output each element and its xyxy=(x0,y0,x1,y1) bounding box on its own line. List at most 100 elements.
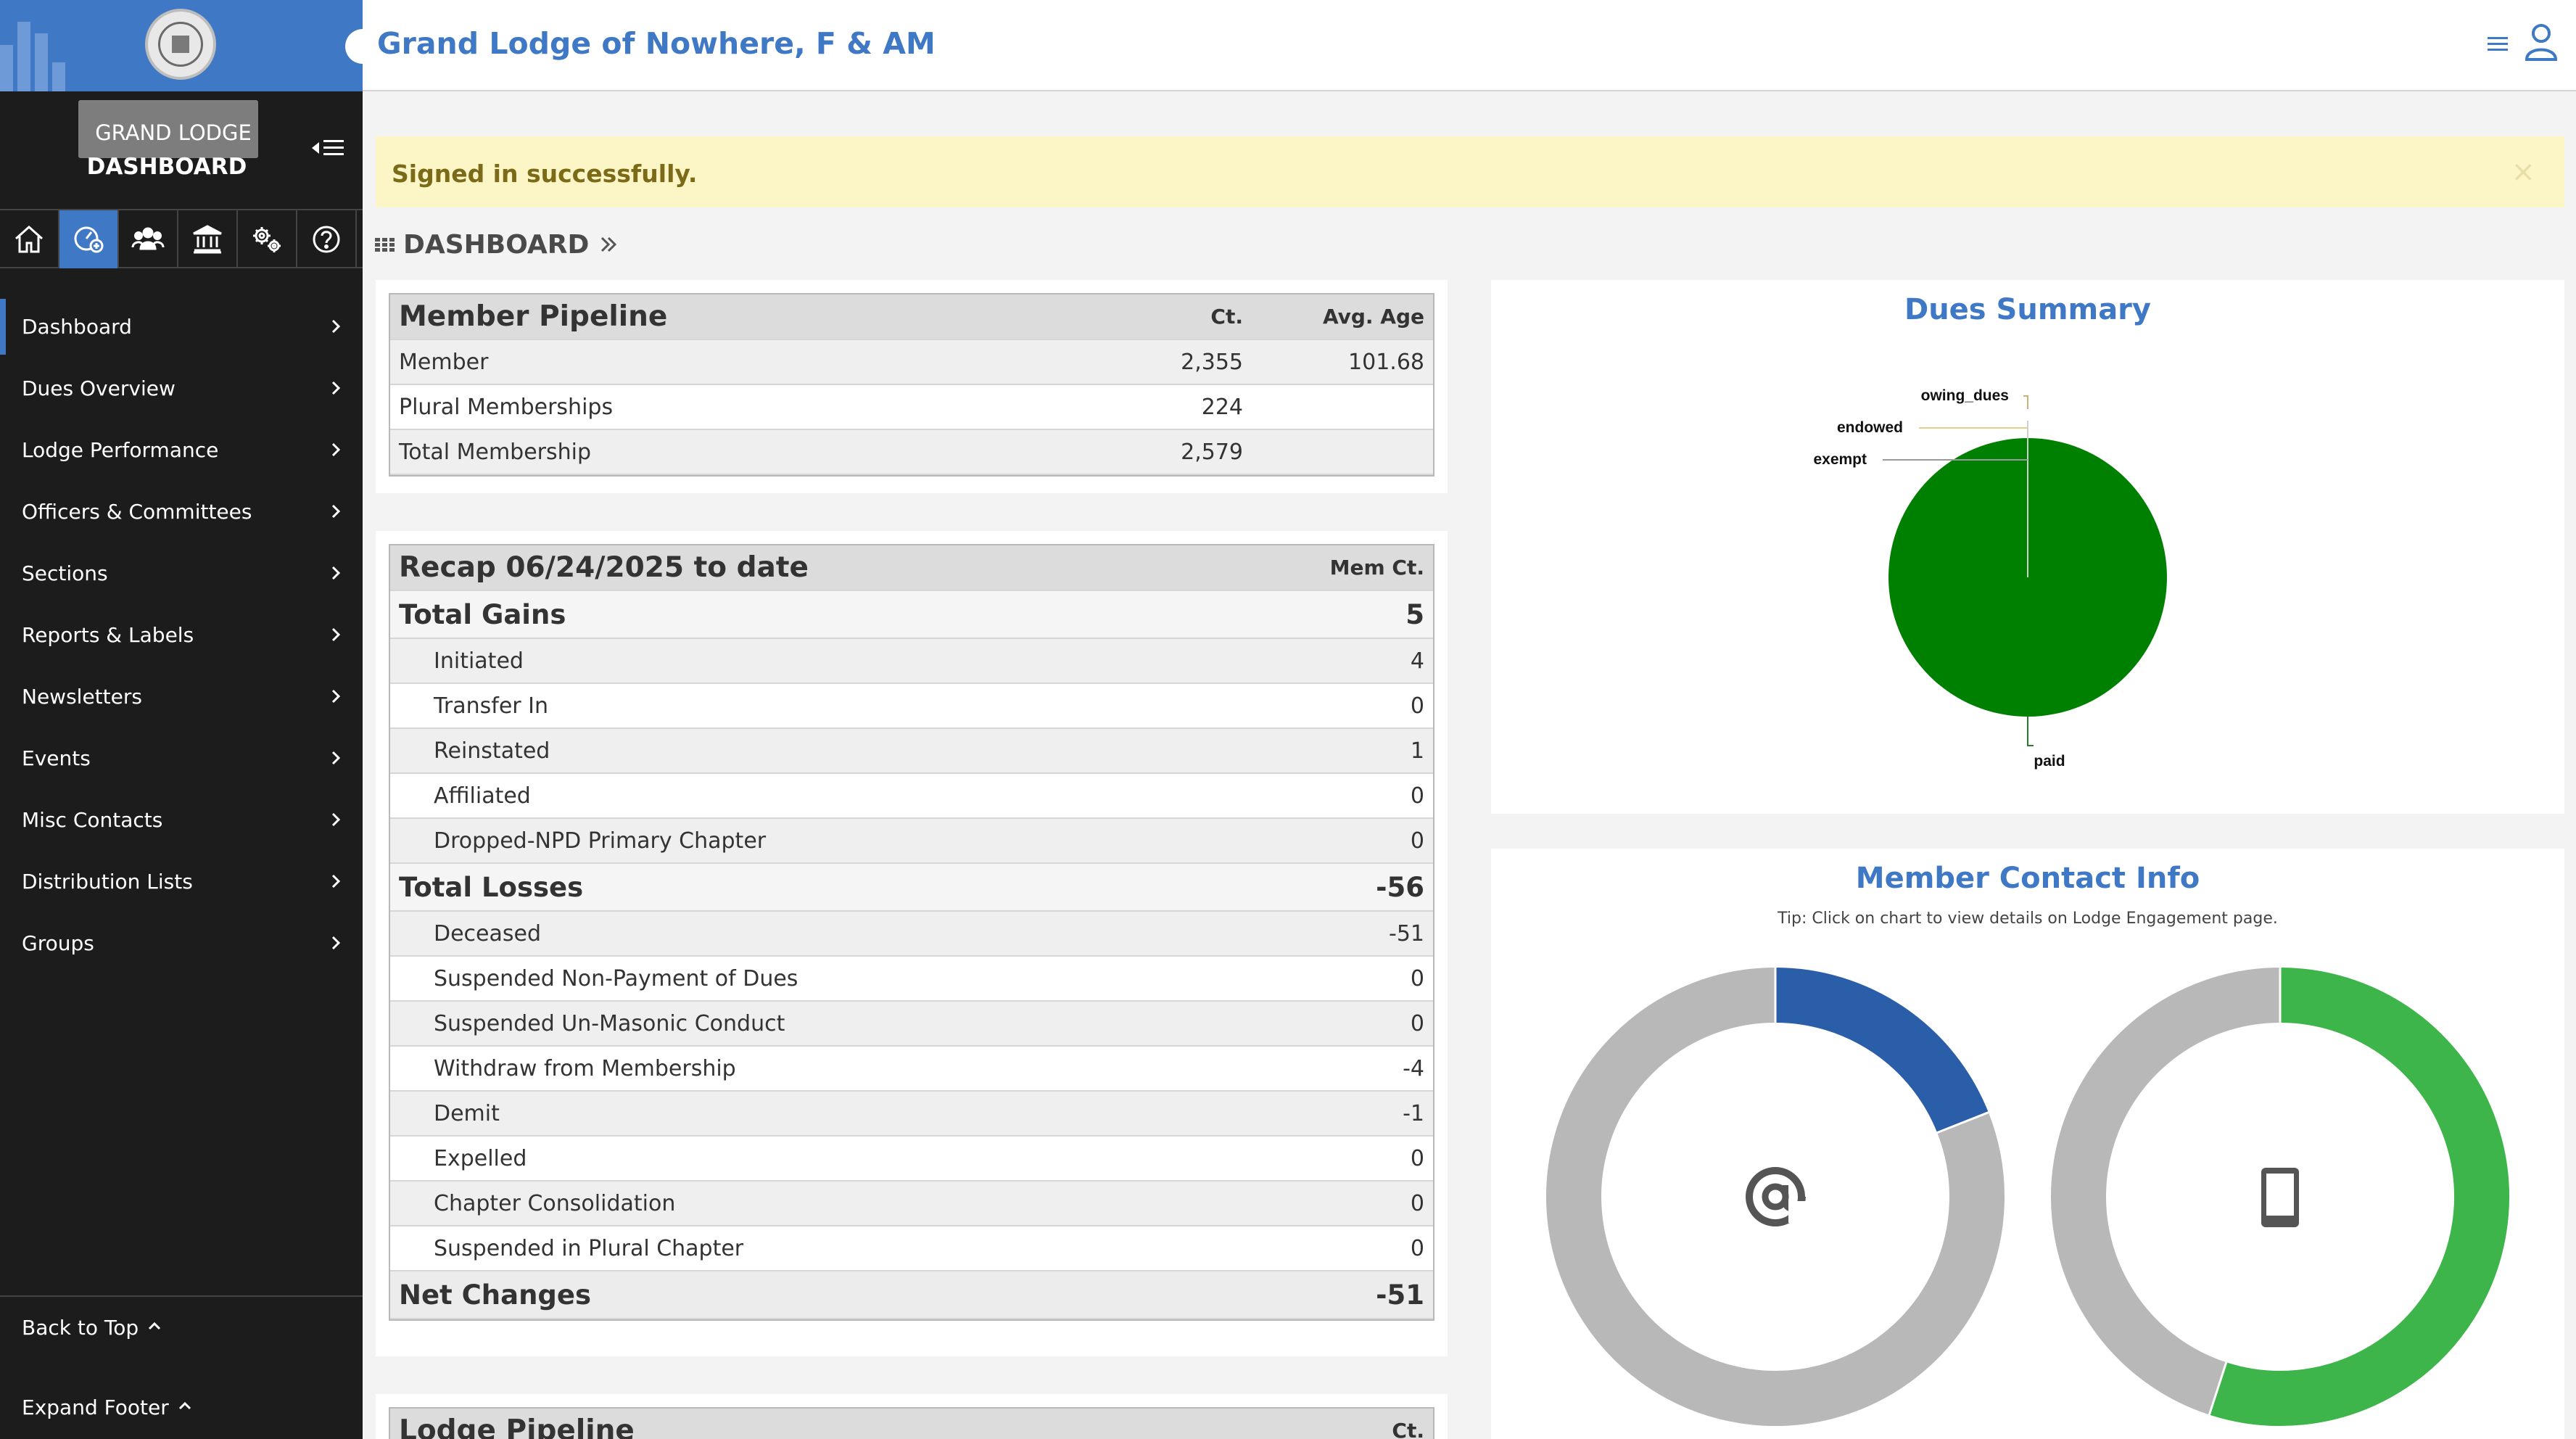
table-row: Member 2,355 101.68 xyxy=(390,339,1433,385)
pie-label-endowed: endowed xyxy=(1837,419,1903,436)
double-chevron-right-icon[interactable] xyxy=(596,232,621,257)
members-tab[interactable] xyxy=(119,210,178,268)
row-value: 0 xyxy=(1215,818,1433,864)
pie-leaders xyxy=(1883,395,2034,746)
help-tab[interactable] xyxy=(297,210,357,268)
donut-value-arc[interactable] xyxy=(1775,968,1989,1134)
donut-remainder-arc[interactable] xyxy=(1546,968,2005,1426)
back-to-top-link[interactable]: Back to Top xyxy=(22,1316,164,1340)
chevron-right-icon xyxy=(325,870,347,892)
sidebar-item-newsletters[interactable]: Newsletters xyxy=(0,666,363,727)
chart-title: Member Contact Info xyxy=(1855,862,2200,895)
sidebar-item-reports-labels[interactable]: Reports & Labels xyxy=(0,604,363,666)
app-title[interactable]: Grand Lodge of Nowhere, F & AM xyxy=(377,26,936,61)
institution-building-icon xyxy=(193,225,222,254)
logo-area xyxy=(0,0,363,91)
grand-lodge-seal-logo[interactable] xyxy=(145,9,216,80)
row-label: Reinstated xyxy=(390,728,1215,774)
user-profile-icon[interactable] xyxy=(2522,20,2560,62)
top-header: Grand Lodge of Nowhere, F & AM xyxy=(345,0,2576,91)
people-group-icon xyxy=(131,227,165,250)
column-header: Avg. Age xyxy=(1252,294,1433,340)
hamburger-menu-icon[interactable] xyxy=(2483,29,2512,58)
member-contact-panel: Member Contact Info Tip: Click on chart … xyxy=(1491,849,2564,1439)
sidebar-icon-tabs xyxy=(0,209,363,268)
row-label: Demit xyxy=(390,1091,1215,1137)
sidebar-item-lodge-performance[interactable]: Lodge Performance xyxy=(0,419,363,481)
row-value: 0 xyxy=(1215,1136,1433,1182)
sidebar-divider xyxy=(0,1295,363,1297)
sidebar-item-label: Dues Overview xyxy=(22,376,176,400)
table-row: Withdraw from Membership -4 xyxy=(390,1046,1433,1092)
donut-separator xyxy=(2208,1361,2228,1415)
home-icon xyxy=(15,225,43,253)
row-label: Affiliated xyxy=(390,773,1215,819)
sidebar-item-label: Distribution Lists xyxy=(22,870,193,894)
row-avg-age xyxy=(1252,384,1433,430)
lodge-pipeline-table: Lodge Pipeline Ct. xyxy=(390,1409,1433,1439)
row-value: -1 xyxy=(1215,1091,1433,1137)
breadcrumb: DASHBOARD xyxy=(374,226,621,263)
row-value: 1 xyxy=(1215,728,1433,774)
row-label: Dropped-NPD Primary Chapter xyxy=(390,818,1215,864)
lodges-tab[interactable] xyxy=(178,210,238,268)
row-value: 0 xyxy=(1215,683,1433,729)
sidebar-item-dashboard[interactable]: Dashboard xyxy=(0,296,363,358)
row-label: Plural Memberships xyxy=(390,384,1063,430)
chevron-right-icon xyxy=(325,316,347,337)
row-label: Total Gains xyxy=(390,590,1215,639)
table-row: Deceased -51 xyxy=(390,911,1433,957)
close-icon[interactable]: × xyxy=(2511,155,2535,189)
table-title: Recap 06/24/2025 to date xyxy=(390,545,1215,591)
expand-footer-label: Expand Footer xyxy=(22,1395,169,1419)
chevron-up-icon xyxy=(178,1401,191,1410)
sidebar: GRAND LODGE DASHBOARD Dashboard Dues Ove… xyxy=(0,0,363,1439)
net-changes-row: Net Changes -51 xyxy=(390,1271,1433,1319)
gauge-icon xyxy=(74,226,104,253)
column-header: Mem Ct. xyxy=(1215,545,1433,591)
table-row: Expelled 0 xyxy=(390,1136,1433,1182)
donut-value-arc[interactable] xyxy=(2209,968,2509,1426)
sidebar-item-label: Events xyxy=(22,746,91,770)
member-pipeline-table: Member Pipeline Ct. Avg. Age Member 2,35… xyxy=(390,294,1433,475)
table-row: Transfer In 0 xyxy=(390,683,1433,729)
settings-tab[interactable] xyxy=(238,210,297,268)
brand-line-2: DASHBOARD xyxy=(86,154,247,180)
dues-summary-panel: Dues Summary paid owing_dues endowed exempt xyxy=(1491,280,2564,814)
sidebar-item-sections[interactable]: Sections xyxy=(0,543,363,604)
chevron-right-icon xyxy=(325,377,347,399)
row-value: 4 xyxy=(1215,638,1433,684)
row-value: 0 xyxy=(1215,1226,1433,1271)
row-label: Expelled xyxy=(390,1136,1215,1182)
sidebar-item-dues-overview[interactable]: Dues Overview xyxy=(0,358,363,419)
total-losses-row: Total Losses -56 xyxy=(390,863,1433,912)
sidebar-item-groups[interactable]: Groups xyxy=(0,912,363,974)
row-value: 0 xyxy=(1215,1181,1433,1226)
sidebar-item-misc-contacts[interactable]: Misc Contacts xyxy=(0,789,363,851)
brand-line-1: GRAND LODGE xyxy=(95,120,252,145)
donut-remainder-arc[interactable] xyxy=(2051,968,2281,1415)
sidebar-item-distribution-lists[interactable]: Distribution Lists xyxy=(0,851,363,912)
collapse-sidebar-icon[interactable] xyxy=(310,133,351,162)
sidebar-item-label: Officers & Committees xyxy=(22,500,252,524)
dashboard-tab[interactable] xyxy=(59,210,119,268)
chevron-up-icon xyxy=(148,1322,161,1330)
recap-table: Recap 06/24/2025 to date Mem Ct. Total G… xyxy=(390,545,1433,1319)
contact-donut-charts[interactable] xyxy=(1491,849,2564,1439)
sidebar-item-officers-committees[interactable]: Officers & Committees xyxy=(0,481,363,543)
leader-line-owing_dues xyxy=(2023,395,2028,409)
row-value: -4 xyxy=(1215,1046,1433,1092)
chevron-right-icon xyxy=(325,624,347,646)
expand-footer-link[interactable]: Expand Footer xyxy=(22,1395,194,1419)
at-sign-icon xyxy=(1746,1167,1806,1226)
header-notch xyxy=(345,29,380,64)
table-row: Total Membership 2,579 xyxy=(390,429,1433,475)
sidebar-item-label: Dashboard xyxy=(22,315,132,339)
home-tab[interactable] xyxy=(0,210,59,268)
row-value: -56 xyxy=(1215,863,1433,912)
sidebar-item-events[interactable]: Events xyxy=(0,727,363,789)
row-value: -51 xyxy=(1215,911,1433,957)
brand-badge xyxy=(78,100,258,158)
row-label: Member xyxy=(390,339,1063,385)
